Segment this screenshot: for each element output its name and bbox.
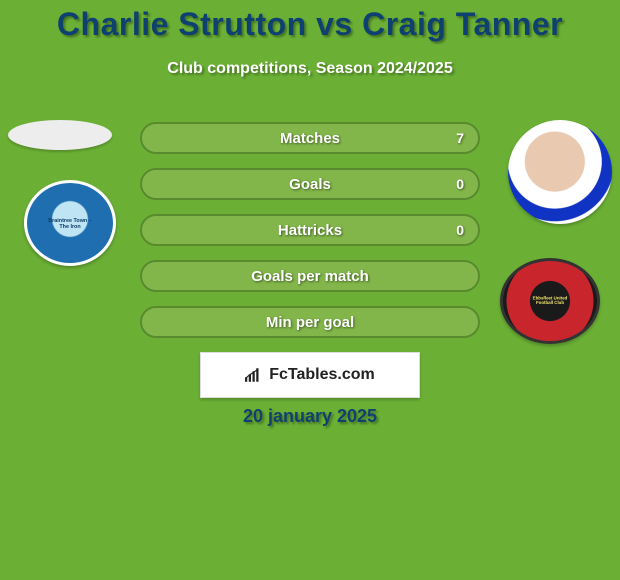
stat-bars: Matches 7 Goals 0 Hattricks 0 Goals per match M… bbox=[140, 122, 480, 338]
club-badge-left-label: Braintree Town – The Iron bbox=[44, 217, 96, 229]
infographic-canvas: Charlie Strutton vs Craig Tanner Club co… bbox=[0, 0, 620, 580]
player-right-avatar bbox=[508, 120, 612, 224]
bar-chart-icon bbox=[245, 368, 263, 382]
stat-bar: Matches 7 bbox=[140, 122, 480, 154]
stat-bar-label: Hattricks bbox=[278, 222, 342, 239]
stat-bar: Goals per match bbox=[140, 260, 480, 292]
stat-bar-label: Matches bbox=[280, 130, 340, 147]
club-badge-right-label: Ebbsfleet United Football Club bbox=[524, 296, 576, 306]
subtitle: Club competitions, Season 2024/2025 bbox=[0, 60, 620, 78]
stat-bar-right-value: 7 bbox=[456, 130, 464, 146]
stat-bar-label: Goals bbox=[289, 176, 331, 193]
player-left-club-badge: Braintree Town – The Iron bbox=[24, 180, 116, 266]
brand-text: FcTables.com bbox=[269, 366, 375, 384]
brand-box: FcTables.com bbox=[200, 352, 420, 398]
stat-bar-right-value: 0 bbox=[456, 176, 464, 192]
stat-bar-right-value: 0 bbox=[456, 222, 464, 238]
stat-bar-label: Goals per match bbox=[251, 268, 369, 285]
stat-bar: Hattricks 0 bbox=[140, 214, 480, 246]
player-right-club-badge: Ebbsfleet United Football Club bbox=[500, 258, 600, 344]
date-text: 20 january 2025 bbox=[0, 406, 620, 427]
stat-bar: Goals 0 bbox=[140, 168, 480, 200]
page-title: Charlie Strutton vs Craig Tanner bbox=[0, 6, 620, 43]
stat-bar-label: Min per goal bbox=[266, 314, 354, 331]
stat-bar: Min per goal bbox=[140, 306, 480, 338]
player-left-avatar-placeholder bbox=[8, 120, 112, 150]
